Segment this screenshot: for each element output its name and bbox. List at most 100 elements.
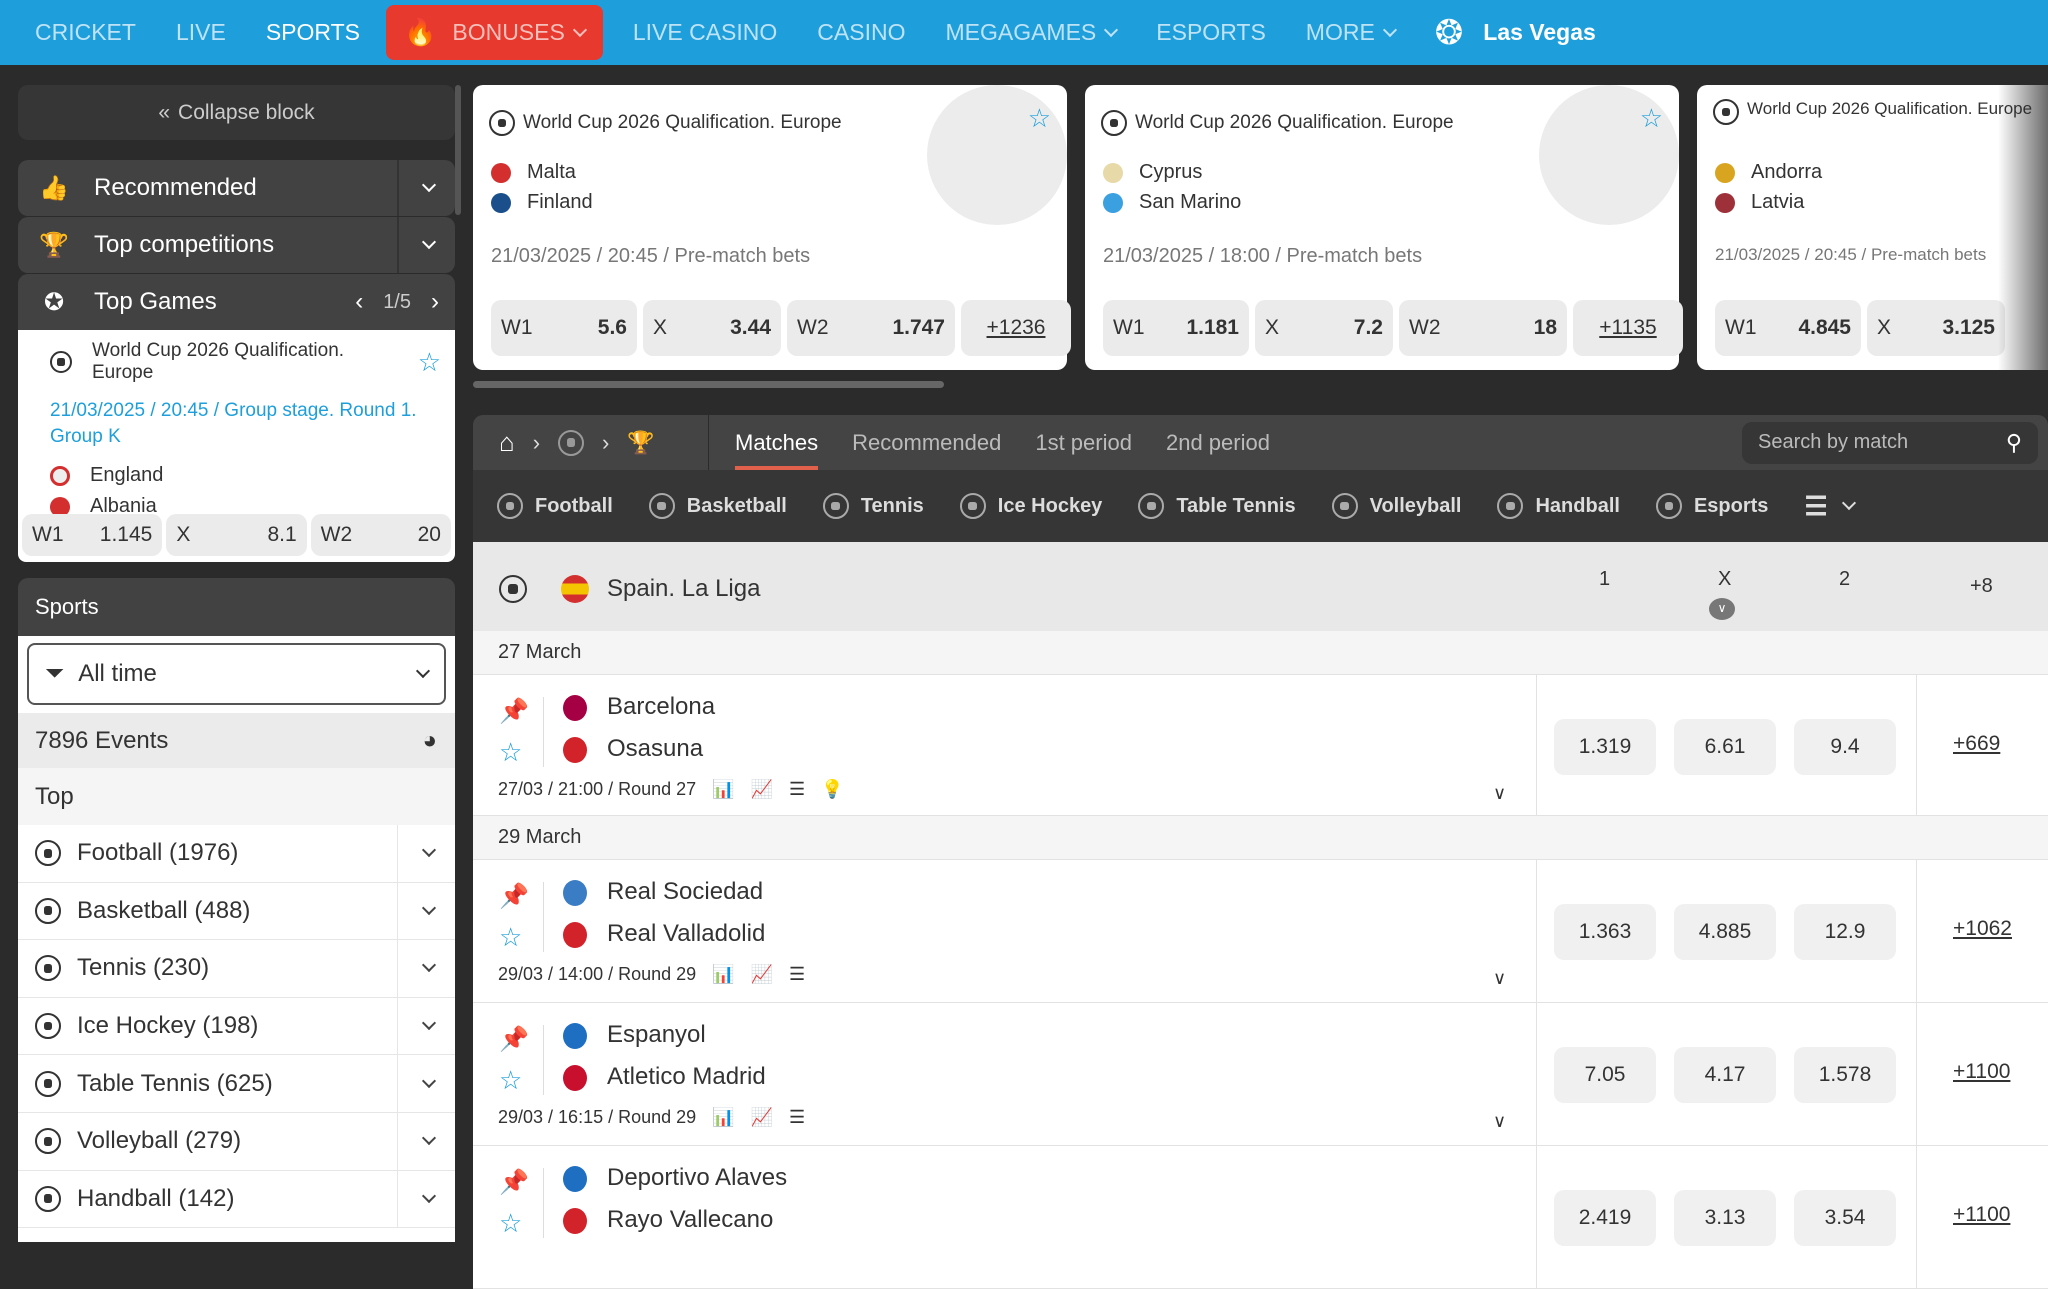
chevron-down-icon[interactable] <box>397 997 455 1055</box>
more-markets-link[interactable]: +1100 <box>1953 1203 2011 1226</box>
odds-button[interactable]: W2 1.747 <box>787 300 955 356</box>
chevron-down-icon[interactable] <box>397 1113 455 1170</box>
prev-arrow[interactable]: ‹ <box>355 288 364 315</box>
nav-bonuses[interactable]: 🔥 BONUSES <box>385 5 603 60</box>
next-arrow[interactable]: › <box>431 288 439 315</box>
odds-button[interactable]: W1 1.145 <box>22 514 163 556</box>
odds-button[interactable]: W1 5.6 <box>491 300 637 356</box>
sport-tab-football[interactable]: Football <box>497 493 613 519</box>
odds-button[interactable]: X 3.44 <box>643 300 781 356</box>
sidebar-sport-item[interactable]: Table Tennis (625) <box>18 1055 455 1113</box>
football-icon[interactable] <box>558 429 585 456</box>
nav-megagames[interactable]: MEGAGAMES <box>945 19 1119 46</box>
more-markets-link[interactable]: +1062 <box>1953 917 2012 940</box>
tab-2nd-period[interactable]: 2nd period <box>1165 429 1270 455</box>
odds-button[interactable]: W1 4.845 <box>1715 300 1861 356</box>
odds-button[interactable]: W1 1.181 <box>1103 300 1249 356</box>
expand-chevron-icon[interactable]: ∨ <box>1493 968 1507 988</box>
chevron-down-icon[interactable] <box>397 882 455 940</box>
statistics-icon[interactable]: 📊 <box>712 964 735 984</box>
pin-icon[interactable]: 📌 <box>499 883 529 910</box>
statistics-icon[interactable]: 📊 <box>712 779 735 799</box>
nav-live[interactable]: LIVE <box>175 19 226 45</box>
sport-tab-table-tennis[interactable]: Table Tennis <box>1138 493 1296 519</box>
star-icon[interactable]: ☆ <box>499 1065 523 1095</box>
top-game-card[interactable]: World Cup 2026 Qualification. Europe ☆ 21… <box>18 330 455 562</box>
more-markets-button[interactable]: +1135 <box>1573 300 1683 356</box>
sidebar-sport-item[interactable]: Volleyball (279) <box>18 1113 455 1171</box>
odds-button[interactable]: 1.319 <box>1554 719 1656 775</box>
sport-tab-esports[interactable]: Esports <box>1655 493 1768 519</box>
sport-tab-basketball[interactable]: Basketball <box>648 493 787 519</box>
nav-sports[interactable]: SPORTS <box>265 19 360 45</box>
match-row[interactable]: 📌 ☆ Espanyol Atletico Madrid 29/03 / 16:… <box>473 1003 2048 1146</box>
tab-recommended[interactable]: Recommended <box>852 429 1002 455</box>
sidebar-sport-item[interactable]: Ice Hockey (198) <box>18 997 455 1056</box>
chevron-down-icon[interactable] <box>397 160 455 216</box>
odds-button[interactable]: 3.54 <box>1794 1190 1896 1246</box>
odds-button[interactable]: X 8.1 <box>166 514 307 556</box>
list-icon[interactable]: ☰ <box>789 1107 806 1127</box>
trophy-icon[interactable]: 🏆 <box>627 429 655 455</box>
featured-match-card[interactable]: World Cup 2026 Qualification. Europe ☆ C… <box>1085 85 1683 370</box>
sidebar-sport-item[interactable]: Tennis (230) <box>18 940 455 998</box>
tab-1st-period[interactable]: 1st period <box>1035 429 1132 455</box>
nav-more[interactable]: MORE <box>1306 19 1397 46</box>
odds-button[interactable]: 1.578 <box>1794 1047 1896 1103</box>
nav-casino[interactable]: CASINO <box>817 19 906 45</box>
odds-button[interactable]: 3.13 <box>1674 1190 1776 1246</box>
more-markets-link[interactable]: +669 <box>1953 732 2001 755</box>
odds-button[interactable]: 1.363 <box>1554 904 1656 960</box>
nav-cricket[interactable]: CRICKET <box>35 19 136 45</box>
nav-live-casino[interactable]: LIVE CASINO <box>632 19 778 45</box>
expand-chevron-icon[interactable]: ∨ <box>1493 783 1507 803</box>
collapse-chevron-icon[interactable]: ∨ <box>1709 598 1735 620</box>
sidebar-sport-item[interactable]: Football (1976) <box>18 825 455 883</box>
list-icon[interactable]: ☰ <box>789 779 806 799</box>
odds-button[interactable]: 12.9 <box>1794 904 1896 960</box>
odds-button[interactable]: 4.885 <box>1674 904 1776 960</box>
cards-scrollbar[interactable] <box>473 381 944 388</box>
star-icon[interactable]: ☆ <box>499 737 523 767</box>
more-markets-button[interactable]: +1236 <box>961 300 1071 356</box>
statistics-icon[interactable]: 📊 <box>712 1107 735 1127</box>
chevron-down-icon[interactable] <box>397 1170 455 1228</box>
search-input[interactable]: Search by match ⚲ <box>1742 421 2038 464</box>
sidebar-top-competitions[interactable]: 🏆 Top competitions <box>18 217 455 273</box>
odds-button[interactable]: W2 20 <box>310 514 451 556</box>
odds-button[interactable]: X 7.2 <box>1255 300 1393 356</box>
more-markets-link[interactable]: +1100 <box>1953 1060 2011 1083</box>
sidebar-recommended[interactable]: 👍 Recommended <box>18 160 455 216</box>
home-icon[interactable]: ⌂ <box>499 427 515 457</box>
featured-match-card[interactable]: World Cup 2026 Qualification. Europe And… <box>1697 85 2048 370</box>
pin-icon[interactable]: 📌 <box>499 698 529 725</box>
nav-las-vegas[interactable]: ❂ Las Vegas <box>1434 13 1596 52</box>
chevron-down-icon[interactable] <box>397 940 455 997</box>
star-icon[interactable]: ☆ <box>499 1208 523 1238</box>
time-filter-dropdown[interactable]: ⏷ All time <box>27 643 446 705</box>
odds-button[interactable]: 9.4 <box>1794 719 1896 775</box>
globe-icon[interactable]: ◕ <box>422 726 438 754</box>
lightbulb-icon[interactable]: 💡 <box>821 779 844 799</box>
sport-tab-tennis[interactable]: Tennis <box>822 493 924 519</box>
more-sports-menu[interactable]: ☰ <box>1804 491 1856 522</box>
chart-icon[interactable]: 📈 <box>750 1107 774 1127</box>
match-row[interactable]: 📌 ☆ Barcelona Osasuna 27/03 / 21:00 / Ro… <box>473 675 2048 816</box>
star-icon[interactable]: ☆ <box>1027 103 1051 133</box>
chart-icon[interactable]: 📈 <box>750 964 774 984</box>
odds-button[interactable]: 2.419 <box>1554 1190 1656 1246</box>
chevron-down-icon[interactable] <box>397 825 455 882</box>
collapse-block-button[interactable]: «Collapse block <box>18 85 455 140</box>
odds-button[interactable]: 4.17 <box>1674 1047 1776 1103</box>
match-row[interactable]: 📌 ☆ Real Sociedad Real Valladolid 29/03 … <box>473 860 2048 1003</box>
featured-match-card[interactable]: World Cup 2026 Qualification. Europe ☆ M… <box>473 85 1071 370</box>
tab-matches[interactable]: Matches <box>735 415 819 470</box>
sport-tab-ice-hockey[interactable]: Ice Hockey <box>959 493 1102 519</box>
odds-button[interactable]: W2 18 <box>1399 300 1567 356</box>
chart-icon[interactable]: 📈 <box>750 779 774 799</box>
match-row[interactable]: 📌 ☆ Deportivo Alaves Rayo Vallecano 2.41… <box>473 1146 2048 1289</box>
list-icon[interactable]: ☰ <box>789 964 806 984</box>
odds-button[interactable]: 6.61 <box>1674 719 1776 775</box>
chevron-down-icon[interactable] <box>397 1055 455 1112</box>
star-icon[interactable]: ☆ <box>1639 103 1663 133</box>
